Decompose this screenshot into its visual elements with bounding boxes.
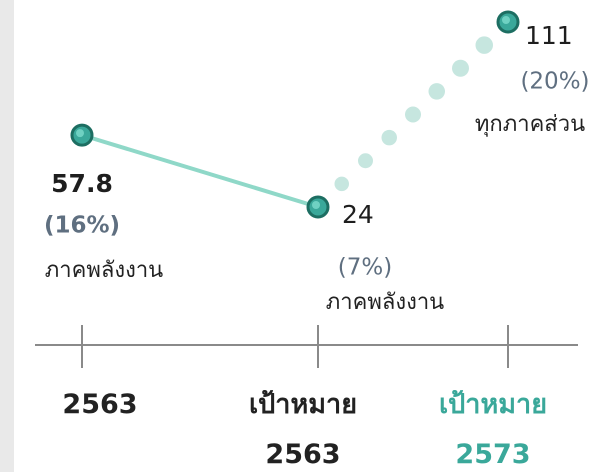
value-label: 24 xyxy=(342,200,374,229)
percent-label: (16%) xyxy=(44,213,120,239)
x-tick-label: 2563 xyxy=(62,389,138,420)
dotted-connector xyxy=(475,36,493,54)
dotted-connector xyxy=(334,176,349,192)
point-highlight xyxy=(76,129,84,138)
point-highlight xyxy=(502,16,510,24)
side-strip xyxy=(0,0,14,472)
dotted-connector xyxy=(405,106,421,123)
sector-label: ภาคพลังงาน xyxy=(45,258,163,283)
solid-connector xyxy=(81,133,319,209)
percent-label: (7%) xyxy=(338,255,392,281)
dotted-connector xyxy=(452,59,469,77)
percent-label: (20%) xyxy=(520,69,589,95)
point-highlight xyxy=(312,201,320,209)
sector-label: ทุกภาคส่วน xyxy=(475,112,585,137)
sector-label: ภาคพลังงาน xyxy=(326,290,444,315)
dotted-connector xyxy=(358,153,373,169)
x-tick-label: เป้าหมาย 2563 xyxy=(248,389,358,470)
value-label: 57.8 xyxy=(51,169,113,198)
x-tick-label: เป้าหมาย 2573 xyxy=(438,389,548,470)
value-label: 111 xyxy=(525,21,573,50)
dotted-connector xyxy=(428,83,445,100)
dotted-connector xyxy=(381,129,397,146)
